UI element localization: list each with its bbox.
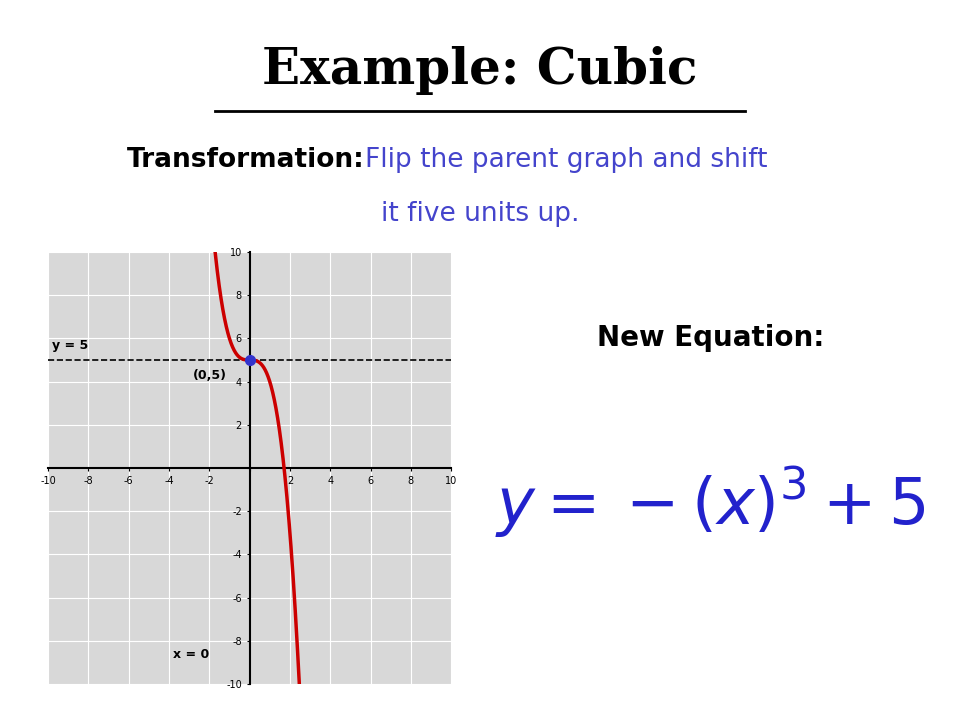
Text: $\mathit{y} = -\left(\mathit{x}\right)^{3} + 5$: $\mathit{y} = -\left(\mathit{x}\right)^{… bbox=[495, 465, 925, 540]
Text: y = 5: y = 5 bbox=[52, 339, 88, 352]
Text: x = 0: x = 0 bbox=[173, 648, 209, 661]
Text: Transformation:: Transformation: bbox=[127, 147, 365, 173]
Text: New Equation:: New Equation: bbox=[597, 325, 824, 352]
Text: Example: Cubic: Example: Cubic bbox=[262, 46, 698, 96]
Text: Flip the parent graph and shift: Flip the parent graph and shift bbox=[365, 147, 768, 173]
Text: (0,5): (0,5) bbox=[193, 369, 228, 382]
Text: it five units up.: it five units up. bbox=[381, 201, 579, 227]
